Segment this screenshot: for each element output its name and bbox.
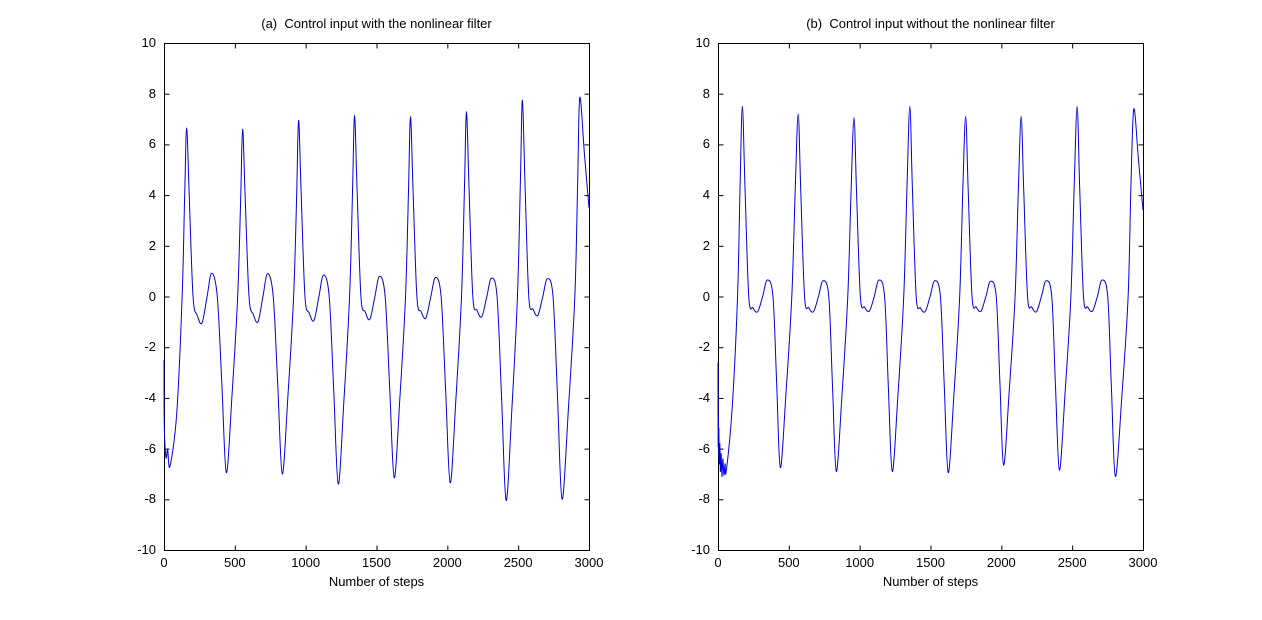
axes-box bbox=[164, 43, 590, 551]
y-tick-label: -4 bbox=[144, 389, 156, 405]
y-tick-label: 4 bbox=[148, 187, 156, 203]
y-tick-label: 8 bbox=[148, 85, 156, 101]
x-tick-label: 2500 bbox=[503, 555, 533, 570]
x-tick-label: 500 bbox=[223, 555, 246, 570]
y-tick-label: -2 bbox=[698, 339, 710, 355]
x-tick-label: 0 bbox=[714, 555, 722, 570]
x-tick-label: 1000 bbox=[845, 555, 875, 570]
y-tick-label: 4 bbox=[702, 187, 710, 203]
subplot-b-title: (b) Control input without the nonlinear … bbox=[806, 16, 1055, 31]
y-tick-label: 2 bbox=[702, 237, 710, 253]
subplot-b-xlabel: Number of steps bbox=[882, 574, 979, 589]
x-tick-label: 2500 bbox=[1057, 555, 1087, 570]
y-tick-label: 6 bbox=[702, 136, 710, 152]
x-tick-label: 0 bbox=[160, 555, 168, 570]
subplot-a: (a) Control input with the nonlinear fil… bbox=[137, 16, 603, 589]
axes-box bbox=[718, 43, 1144, 551]
y-tick-label: -2 bbox=[144, 339, 156, 355]
subplot-a-axes bbox=[163, 43, 590, 551]
y-tick-label: -4 bbox=[698, 389, 710, 405]
y-tick-label: -10 bbox=[137, 542, 156, 557]
y-tick-label: 2 bbox=[148, 237, 156, 253]
y-tick-label: -6 bbox=[144, 440, 156, 456]
y-tick-label: 8 bbox=[702, 85, 710, 101]
signal-line bbox=[717, 105, 1144, 477]
y-tick-label: -10 bbox=[691, 542, 710, 557]
y-tick-label: -8 bbox=[698, 491, 710, 507]
x-tick-label: 1500 bbox=[362, 555, 391, 570]
subplot-b: (b) Control input without the nonlinear … bbox=[691, 16, 1157, 589]
y-tick-label: -6 bbox=[698, 440, 710, 456]
x-tick-label: 1500 bbox=[916, 555, 945, 570]
y-tick-label: 6 bbox=[148, 136, 156, 152]
x-tick-label: 500 bbox=[777, 555, 800, 570]
subplot-b-axes bbox=[717, 43, 1144, 551]
x-tick-label: 3000 bbox=[574, 555, 604, 570]
y-tick-label: 10 bbox=[141, 35, 156, 50]
x-tick-label: 3000 bbox=[1128, 555, 1158, 570]
y-tick-label: 0 bbox=[148, 288, 156, 304]
x-tick-label: 2000 bbox=[986, 555, 1016, 570]
x-tick-label: 2000 bbox=[432, 555, 462, 570]
y-tick-label: 0 bbox=[702, 288, 710, 304]
x-tick-label: 1000 bbox=[291, 555, 321, 570]
signal-line bbox=[163, 96, 590, 502]
subplot-a-xlabel: Number of steps bbox=[328, 574, 425, 589]
subplot-a-title: (a) Control input with the nonlinear fil… bbox=[261, 16, 492, 31]
y-tick-label: 10 bbox=[695, 35, 710, 50]
y-tick-label: -8 bbox=[144, 491, 156, 507]
